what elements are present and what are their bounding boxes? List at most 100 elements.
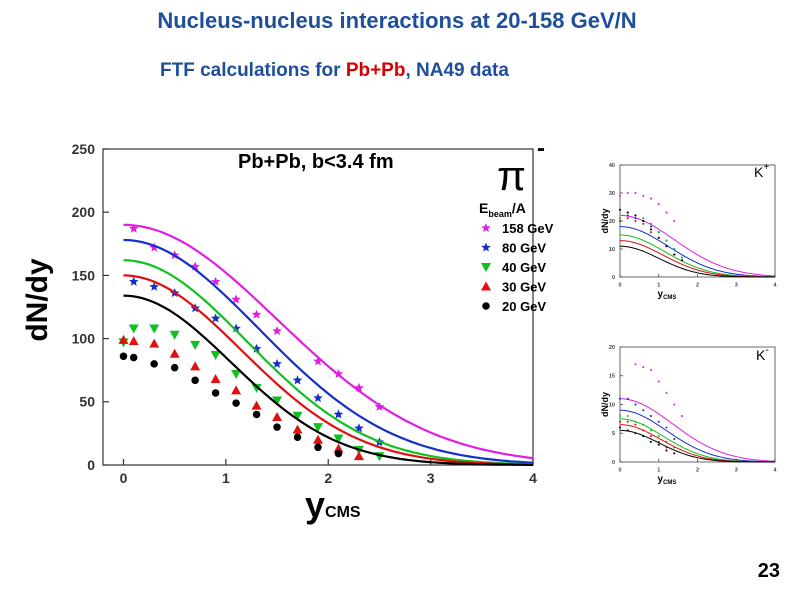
kminus-data-point (634, 420, 637, 423)
kplus-ytick-label: 40 (609, 163, 615, 169)
legend-marker-0 (481, 223, 491, 232)
pi-data-point (149, 281, 159, 291)
kminus-data-point (642, 366, 645, 369)
pi-data-point (333, 443, 344, 453)
pi-data-point (211, 389, 220, 397)
pi-data-point (353, 451, 364, 461)
kminus-data-point (618, 414, 622, 418)
kminus-xlabel: yCMS (658, 474, 677, 486)
pi-data-point (210, 351, 221, 361)
pi-chart-title: Pb+Pb, b<3.4 fm (238, 151, 394, 173)
kplus-ytick-label: 10 (609, 247, 615, 253)
kplus-model-line-2 (620, 234, 775, 278)
pi-data-point (210, 374, 221, 384)
kminus-data-point (665, 426, 668, 429)
kplus-data-point (634, 217, 637, 220)
pi-ylabel: dN/dy (21, 258, 54, 342)
pi-data-point (292, 411, 303, 421)
kminus-xtick-label: 4 (773, 468, 777, 474)
pi-data-point (333, 369, 344, 378)
kminus-data-point (626, 414, 629, 418)
kplus-data-point (626, 214, 629, 217)
kminus-model-line-4 (620, 429, 775, 463)
pi-data-point (251, 383, 262, 393)
pi-data-point (231, 323, 241, 333)
pi-ytick-label: 100 (72, 331, 96, 347)
kplus-data-point (665, 245, 668, 248)
pi-data-point (272, 358, 282, 368)
pi-data-point (129, 223, 139, 233)
kplus-model-line-4 (620, 245, 775, 278)
kplus-data-point (657, 231, 660, 234)
kminus-xtick-label: 3 (735, 468, 738, 474)
pi-data-point (354, 382, 364, 392)
pi-data-point (374, 401, 385, 411)
legend-marker-3 (481, 281, 491, 291)
pi-xlabel: yCMS (305, 484, 361, 525)
legend-label-4: 20 GeV (502, 299, 546, 314)
pi-data-point (119, 352, 128, 361)
kminus-data-point (634, 403, 637, 406)
pi-panel: 0 50 100 150 200 250 0 1 2 3 4 dN/dy yCMS Pb+Pb, b<3.… (21, 135, 554, 525)
legend-header: Ebeam/A (479, 200, 526, 219)
legend-header-sub: beam (488, 209, 512, 219)
pi-data-point (292, 424, 303, 434)
kminus-xtick-label: 1 (657, 468, 660, 474)
pi-particle-charge: - (537, 135, 545, 162)
kminus-data-point (673, 452, 676, 455)
kplus-xtick-label: 1 (657, 283, 660, 289)
kminus-data-point (642, 435, 645, 438)
pi-data-point (191, 376, 199, 385)
kminus-xtick-label: 2 (696, 468, 699, 474)
pi-data-point (272, 326, 282, 336)
pi-data-point (313, 434, 323, 444)
pi-data-point (292, 375, 303, 385)
kplus-model-line-0 (620, 214, 776, 277)
kplus-data-point (649, 225, 653, 228)
kplus-panel: 0 10 20 30 40 0 1 2 3 4 dN/dy yCMS K+ (600, 162, 777, 301)
pi-ytick-label: 200 (72, 204, 96, 220)
legend-label-1: 80 GeV (502, 241, 546, 256)
pi-xtick-label: 3 (427, 470, 435, 486)
kplus-data-point (642, 222, 645, 225)
kplus-xtick-label: 4 (773, 283, 777, 289)
kplus-data-point (649, 228, 653, 231)
legend-header-suffix: /A (512, 200, 526, 216)
kminus-panel: 0 5 10 15 20 0 1 2 3 4 dN/dy yCMS K- (600, 345, 777, 486)
pi-data-point (149, 338, 160, 348)
pi-data-point (149, 242, 159, 252)
kplus-data-point (626, 191, 629, 195)
kplus-data-point (649, 231, 653, 234)
kplus-data-point (649, 222, 653, 225)
kminus-data-point (618, 397, 622, 400)
kplus-xlabel-main: y (658, 289, 664, 300)
pi-ytick-label: 250 (72, 141, 96, 157)
pi-xlabel-main: y (305, 484, 325, 525)
kplus-data-point (618, 208, 622, 211)
kminus-xtick-label: 0 (618, 468, 621, 474)
pi-data-point (313, 423, 323, 433)
kminus-data-point (626, 420, 629, 423)
kminus-particle-charge: - (765, 345, 768, 356)
kplus-data-point (642, 194, 645, 197)
subtitle-suffix: , NA49 data (405, 60, 509, 81)
kplus-particle-label: K+ (754, 162, 769, 180)
kminus-data-point (649, 435, 653, 438)
kplus-data-point (634, 214, 637, 217)
kplus-data-point (673, 253, 676, 256)
kplus-data-point (626, 211, 629, 214)
kminus-data-point (665, 449, 668, 452)
kplus-data-point (649, 197, 653, 200)
pi-ytick-label: 150 (72, 267, 96, 283)
pi-data-point (313, 393, 323, 403)
pi-data-point (314, 443, 322, 452)
legend-label-3: 30 GeV (502, 280, 546, 295)
kminus-data-point (649, 440, 653, 443)
pi-data-point (169, 330, 180, 340)
pi-data-point (190, 361, 201, 371)
kplus-data-point (634, 219, 637, 223)
kminus-data-point (634, 423, 637, 426)
pi-data-point (272, 396, 283, 406)
kminus-data-point (680, 414, 684, 418)
